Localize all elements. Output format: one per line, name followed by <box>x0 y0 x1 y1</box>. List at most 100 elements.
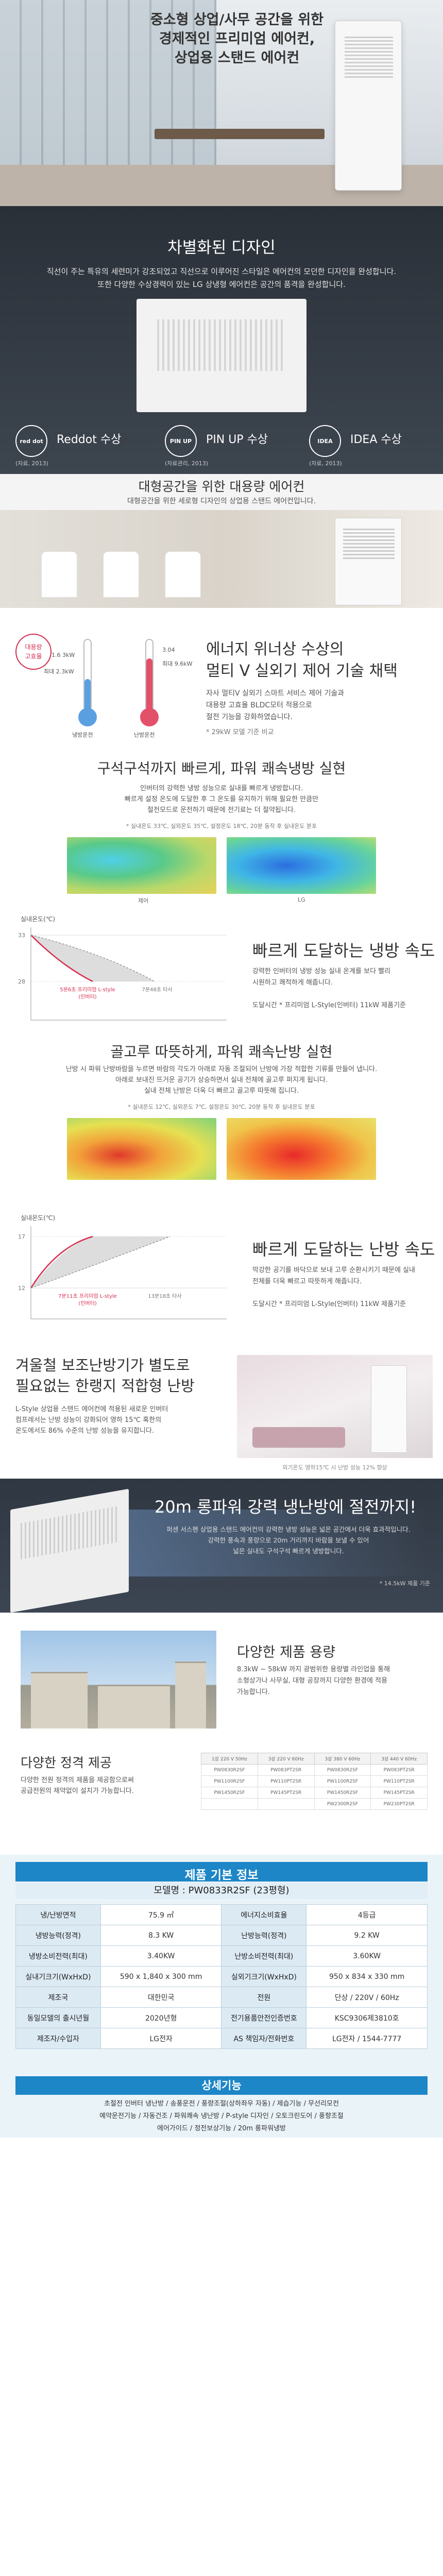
spec-key: 냉방능력(정격) <box>15 1925 101 1946</box>
thermometer-fill <box>84 679 91 715</box>
cold-region-section: 겨울철 보조난방기가 별도로 필요없는 한랭지 적합형 난방 L-Style 상… <box>0 1334 443 1479</box>
large-space-section: 대형공간을 위한 대용량 에어컨 대형공간을 위한 세로형 디자인의 상업용 스… <box>0 474 443 608</box>
heating-speed-desc-line: 막강한 공기를 바닥으로 보내 고루 순환시키기 때문에 실내 <box>252 1266 415 1274</box>
large-aircon-unit <box>335 518 402 605</box>
table-cell: PW083PT2SR <box>370 1764 428 1776</box>
long-power-desc-line: 강력한 풍속과 풍량으로 20m 거리까지 바람을 보낼 수 있어 <box>208 1536 369 1544</box>
long-power-title: 20m 롱파워 강력 냉난방에 절전까지! <box>155 1497 417 1517</box>
spec-value: 590 x 1,840 x 300 mm <box>100 1966 222 1987</box>
cooling-speed-desc-line: 강력한 인버터의 냉방 성능 실내 온계를 보다 빨리 <box>252 968 391 975</box>
spec-table: 냉/난방면적 75.9 ㎡ 에너지소비효율 4등급 냉방능력(정격) 8.3 K… <box>15 1904 428 2049</box>
cold-region-title-line: 필요없는 한랭지 적합형 난방 <box>15 1377 195 1395</box>
details-line: 초절전 인버터 냉난방 / 송풍운전 / 풍량조절(상하좌우 자동) / 제습기… <box>104 2100 339 2108</box>
hero-title-line: 상업용 스탠드 에어컨 <box>174 50 300 66</box>
ratings-desc: 다양한 전원 정격의 제품을 제공함으로써 공급전원의 제약없이 설치가 가능합… <box>21 1775 191 1797</box>
cold-region-desc-line: 컴프레서는 난방 성능이 강화되어 영하 15℃ 혹한의 <box>15 1416 162 1424</box>
heating-heatmap-lg <box>227 1118 376 1180</box>
building-shape <box>98 1685 170 1728</box>
ratings-table: 1상 220 V 50Hz 3상 220 V 60Hz 3상 380 V 60H… <box>201 1753 428 1810</box>
chart-other-label: 13분18초 타사 <box>148 1294 182 1299</box>
thermometer-bulb <box>78 708 97 726</box>
chart-y-tick: 12 <box>18 1285 25 1292</box>
therm-caption: 난방운전 <box>134 732 155 738</box>
spec-value: 2020년형 <box>100 2007 222 2028</box>
spec-key: 제조국 <box>15 1987 101 2008</box>
spec-key: 전기용품안전인증번호 <box>221 2007 307 2028</box>
long-power-desc-line: 넓은 실내도 구석구석 빠르게 냉방합니다. <box>233 1547 344 1555</box>
design-title: 차별화된 디자인 <box>167 239 276 257</box>
heating-speed-desc-line: 전체를 더욱 빠르고 따뜻하게 해줍니다. <box>252 1278 362 1285</box>
table-row: PW0830R2SF PW083PT2SR PW0830R2SF PW083PT… <box>201 1764 428 1776</box>
capacity-section: 다양한 제품 용량 8.3kW ~ 58kW 까지 광범위한 용량별 라인업을 … <box>0 1613 443 1741</box>
spec-key: 냉/난방면적 <box>15 1904 101 1925</box>
details-line: 예약운전기능 / 자동건조 / 파워쾌속 냉난방 / P-style 디자인 /… <box>99 2112 344 2120</box>
therm-label: 1.6 3kW <box>52 652 75 658</box>
hero-window-backdrop <box>0 0 216 175</box>
thermometer-fill <box>146 658 152 715</box>
heating-speed-note: 도달시간 * 프리미엄 L-Style(인버터) 11kW 제품기준 <box>252 1300 406 1308</box>
ratings-desc-line: 다양한 전원 정격의 제품을 제공함으로써 <box>21 1776 134 1784</box>
heating-title: 골고루 따뜻하게, 파워 쾌속난방 실현 <box>110 1043 333 1060</box>
thermometer-icon <box>139 639 160 726</box>
chair-shape <box>165 551 201 598</box>
chart-y-tick: 17 <box>18 1233 25 1240</box>
cooling-graph-section: 실내온도(℃) 33 28 5분6초 프리미엄 L-style (인버터) 7분… <box>0 907 443 1036</box>
heatmap-label: 제어 <box>138 897 149 904</box>
heating-conditions: * 실내온도 12℃, 실외온도 7℃, 설정온도 30℃, 20분 동작 후 … <box>128 1104 315 1110</box>
design-aircon-photo <box>137 299 306 412</box>
chart-lg-line <box>30 1235 93 1289</box>
building-shape <box>175 1662 206 1728</box>
energy-title-line: 에너지 위너상 수상의 <box>206 640 344 658</box>
capacity-desc-line: 가능합니다. <box>237 1688 270 1696</box>
heating-graph-section: 실내온도(℃) 17 12 7분11초 프리미엄 L-style (인버터) 1… <box>0 1206 443 1334</box>
capacity-desc-line: 소형상가나 사무실, 대형 공장까지 다양한 환경에 적용 <box>237 1677 388 1685</box>
aircon-grill <box>343 529 395 560</box>
cooling-desc-line: 절전모드로 운전하기 때문에 전기료는 더 절약됩니다. <box>147 806 296 814</box>
design-description: 직선이 주는 특유의 세련미가 강조되었고 직선으로 이루어진 스타일은 에어컨… <box>21 265 422 291</box>
chart-other-label: 7분48초 타사 <box>142 987 173 993</box>
cold-region-title-line: 겨울철 보조난방기가 별도로 <box>15 1357 190 1374</box>
living-room-photo: 외기온도 영하15℃ 시 난방 성능 12% 향상 <box>237 1355 433 1471</box>
cooling-section: 구석구석까지 빠르게, 파워 쾌속냉방 실현 인버터의 강력한 냉방 성능으로 … <box>0 752 443 907</box>
award-idea: IDEA IDEA 수상 (자료, 2013) <box>309 425 443 467</box>
high-efficiency-badge: 대용량 고효율 <box>15 634 52 670</box>
chart-y-tick: 28 <box>18 978 25 985</box>
chart-lg-line <box>30 935 93 982</box>
cooling-description: 인버터의 강력한 냉방 성능으로 실내를 빠르게 냉방합니다. 빠르게 설정 온… <box>31 783 412 816</box>
table-row: PW1100R2SF PW110PT2SR PW1100R2SF PW110PT… <box>201 1775 428 1787</box>
cooling-heatmap-other <box>67 837 216 894</box>
spec-key: 냉방소비전력(최대) <box>15 1945 101 1967</box>
energy-footnote: * 29kW 모델 기준 비교 <box>206 728 274 736</box>
hero-desk <box>155 129 325 139</box>
energy-desc-line: 대용량 고효율 BLDC모터 적용으로 <box>206 701 312 709</box>
ratings-desc-line: 공급전원의 제약없이 설치가 가능합니다. <box>21 1787 134 1795</box>
design-desc-line: 직선이 주는 특유의 세련미가 강조되었고 직선으로 이루어진 스타일은 에어컨… <box>46 267 397 276</box>
energy-title: 에너지 위너상 수상의 멀티 V 실외기 제어 기술 채택 <box>206 639 433 682</box>
cold-region-desc-line: 온도에서도 86% 수준의 난방 성능을 유지합니다. <box>15 1427 154 1435</box>
award-name: IDEA 수상 <box>350 433 402 446</box>
table-cell: PW230PT2SR <box>370 1798 428 1810</box>
heating-desc-line: 아래로 보내진 뜨거운 공기가 상승하면서 실내 전체에 골고루 퍼지게 됩니다… <box>115 1076 328 1084</box>
spec-key: 난방능력(정격) <box>221 1925 307 1946</box>
therm-caption: 냉방운전 <box>72 732 93 738</box>
table-cell: PW145PT2SR <box>257 1787 315 1799</box>
spec-key: 실외기크기(WxHxD) <box>221 1966 307 1987</box>
spec-value: 4등급 <box>306 1904 428 1925</box>
cooling-title: 구석구석까지 빠르게, 파워 쾌속냉방 실현 <box>97 760 346 777</box>
thermometer-icon <box>77 639 98 726</box>
heating-speed-title: 빠르게 도달하는 난방 속도 <box>252 1240 435 1259</box>
energy-desc-line: 자사 멀티V 실외기 스마트 서비스 제어 기술과 <box>206 689 345 698</box>
aircon-unit <box>371 1365 407 1453</box>
spec-title: 제품 기본 정보 <box>15 1862 428 1882</box>
details-title: 상세기능 <box>15 2076 428 2095</box>
buildings-photo <box>21 1631 216 1728</box>
table-row: 실내기크기(WxHxD) 590 x 1,840 x 300 mm 실외기크기(… <box>15 1966 428 1987</box>
table-cell: PW0830R2SF <box>201 1764 258 1776</box>
table-header: 3상 220 V 60Hz <box>257 1753 315 1765</box>
cooling-heatmap-lg <box>227 837 376 894</box>
table-header: 1상 220 V 50Hz <box>201 1753 258 1765</box>
spec-section: 제품 기본 정보 모델명 : PW0833R2SF (23평형) 냉/난방면적 … <box>0 1855 443 2138</box>
long-power-desc-line: 퍼센 서스펜 상업용 스탠드 에어컨의 강력한 냉방 성능은 넓은 공간에서 더… <box>166 1526 411 1533</box>
spec-value: 8.3 KW <box>100 1925 222 1946</box>
chart-lg-label-wrap: 5분6초 프리미엄 L-style (인버터) <box>60 987 115 1000</box>
